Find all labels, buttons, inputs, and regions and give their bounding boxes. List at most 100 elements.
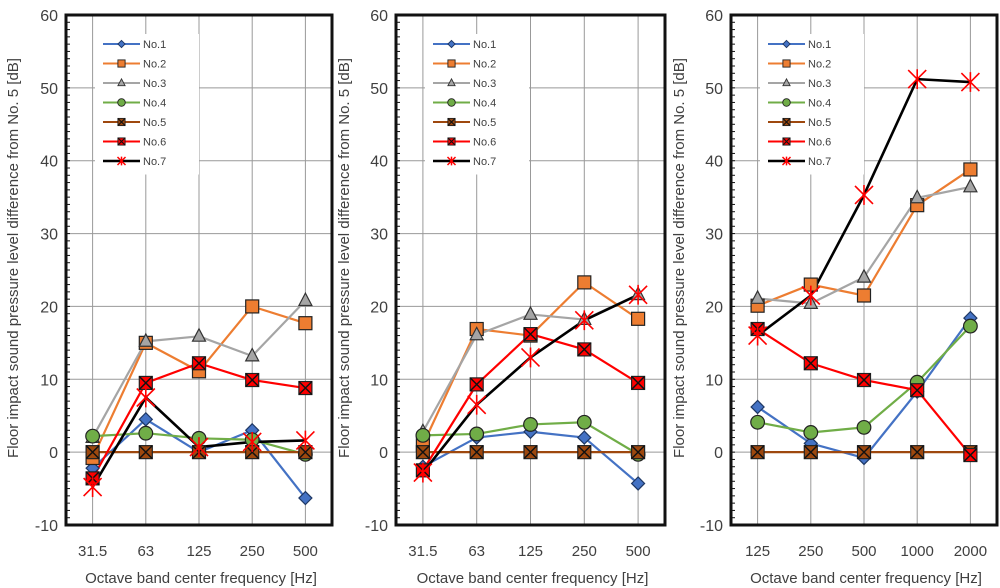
x-tick-label: 31.5 xyxy=(408,543,437,560)
data-point xyxy=(469,426,485,442)
y-tick-label: 10 xyxy=(40,372,58,389)
legend-marker-square-icon xyxy=(447,59,456,68)
data-point-cross xyxy=(469,377,484,392)
y-tick-label: -10 xyxy=(365,518,388,535)
data-point xyxy=(750,289,766,304)
legend-marker-star-x-icon xyxy=(446,156,457,166)
data-point-cross xyxy=(856,373,872,388)
legend-item: No.4 xyxy=(433,98,496,110)
y-tick-label: 20 xyxy=(370,299,388,316)
legend-label: No.3 xyxy=(143,78,166,90)
legend-item: No.6 xyxy=(103,137,166,149)
y-tick-label: 30 xyxy=(370,227,388,244)
x-tick-label: 500 xyxy=(293,543,318,560)
legend-marker-triangle-icon xyxy=(447,77,456,87)
data-point xyxy=(907,69,927,90)
legend-marker-star-x-icon xyxy=(116,156,127,166)
data-point-cross xyxy=(138,445,153,460)
legend-label: No.7 xyxy=(473,156,496,168)
data-point xyxy=(85,428,101,444)
legend-item: No.3 xyxy=(768,77,831,90)
legend-marker-circle-icon xyxy=(117,98,126,107)
data-point-cross xyxy=(469,445,484,460)
legend-label: No.1 xyxy=(473,39,496,51)
series-markers-no3 xyxy=(750,178,978,309)
data-point-cross xyxy=(803,445,818,460)
data-point xyxy=(523,417,538,432)
data-point xyxy=(298,316,313,331)
data-point xyxy=(630,476,646,491)
legend-item: No.7 xyxy=(768,156,831,168)
y-tick-label: 10 xyxy=(705,372,723,389)
legend-marker-diamond-icon xyxy=(117,39,126,49)
legend-marker-circle-icon xyxy=(447,98,456,107)
data-point xyxy=(574,310,594,331)
series-markers-no7 xyxy=(413,284,648,483)
legend-item: No.4 xyxy=(768,98,831,110)
data-point xyxy=(962,178,978,193)
x-axis-label: Octave band center frequency [Hz] xyxy=(417,570,649,587)
legend-item: No.1 xyxy=(433,39,496,51)
legend-label: No.4 xyxy=(808,98,831,110)
data-point-cross xyxy=(631,445,646,460)
y-tick-label: 50 xyxy=(705,81,723,98)
data-point xyxy=(189,437,209,457)
data-point xyxy=(960,72,980,92)
data-point-cross xyxy=(750,445,765,460)
data-point xyxy=(630,311,646,326)
legend-label: No.6 xyxy=(473,137,496,149)
legend-label: No.5 xyxy=(143,117,166,129)
data-point xyxy=(244,347,260,362)
legend-item: No.7 xyxy=(103,156,166,168)
data-point xyxy=(242,432,262,452)
data-point xyxy=(469,326,485,341)
legend-label: No.4 xyxy=(143,98,166,110)
legend-label: No.3 xyxy=(473,78,496,90)
y-tick-label: 50 xyxy=(370,81,388,98)
data-point-cross xyxy=(910,383,925,398)
data-point xyxy=(748,325,768,346)
data-point-cross xyxy=(577,445,592,460)
x-tick-label: 500 xyxy=(851,543,876,560)
legend-label: No.5 xyxy=(473,117,496,129)
legend-item: No.1 xyxy=(103,39,166,51)
data-point xyxy=(909,189,925,204)
legend-label: No.1 xyxy=(143,39,166,51)
y-tick-label: 0 xyxy=(49,445,58,462)
data-point xyxy=(750,399,765,415)
legend-marker-star-x-icon xyxy=(781,156,792,166)
y-tick-label: -10 xyxy=(35,518,58,535)
legend-label: No.7 xyxy=(808,156,831,168)
data-point xyxy=(576,430,592,445)
legend-item: No.7 xyxy=(433,156,496,168)
data-point xyxy=(467,394,487,415)
data-point xyxy=(576,414,592,430)
y-tick-label: 0 xyxy=(379,445,388,462)
data-point xyxy=(413,462,433,483)
data-point-cross xyxy=(856,445,872,460)
data-point-cross xyxy=(803,356,818,371)
x-tick-label: 1000 xyxy=(901,543,934,560)
plot-frame xyxy=(394,13,667,527)
data-point-cross xyxy=(523,327,538,342)
data-point xyxy=(245,299,260,314)
legend-item: No.6 xyxy=(768,137,831,149)
legend: No.1 No.2 No.3 No.4 No.5 No.6 No.7 xyxy=(760,34,864,175)
x-tick-label: 63 xyxy=(468,543,485,560)
data-point xyxy=(628,284,648,305)
legend-marker-triangle-icon xyxy=(782,77,791,87)
data-point xyxy=(415,427,431,443)
legend-item: No.5 xyxy=(768,117,831,129)
legend-item: No.1 xyxy=(768,39,831,51)
data-point xyxy=(83,477,103,498)
y-tick-label: 60 xyxy=(705,8,723,25)
x-tick-label: 125 xyxy=(518,543,543,560)
data-point xyxy=(962,318,978,334)
series-markers-no7 xyxy=(748,69,980,346)
x-tick-label: 250 xyxy=(798,543,823,560)
x-tick-label: 250 xyxy=(240,543,265,560)
legend-marker-circle-icon xyxy=(782,98,791,107)
legend-label: No.2 xyxy=(473,59,496,71)
legend-item: No.2 xyxy=(768,59,831,71)
